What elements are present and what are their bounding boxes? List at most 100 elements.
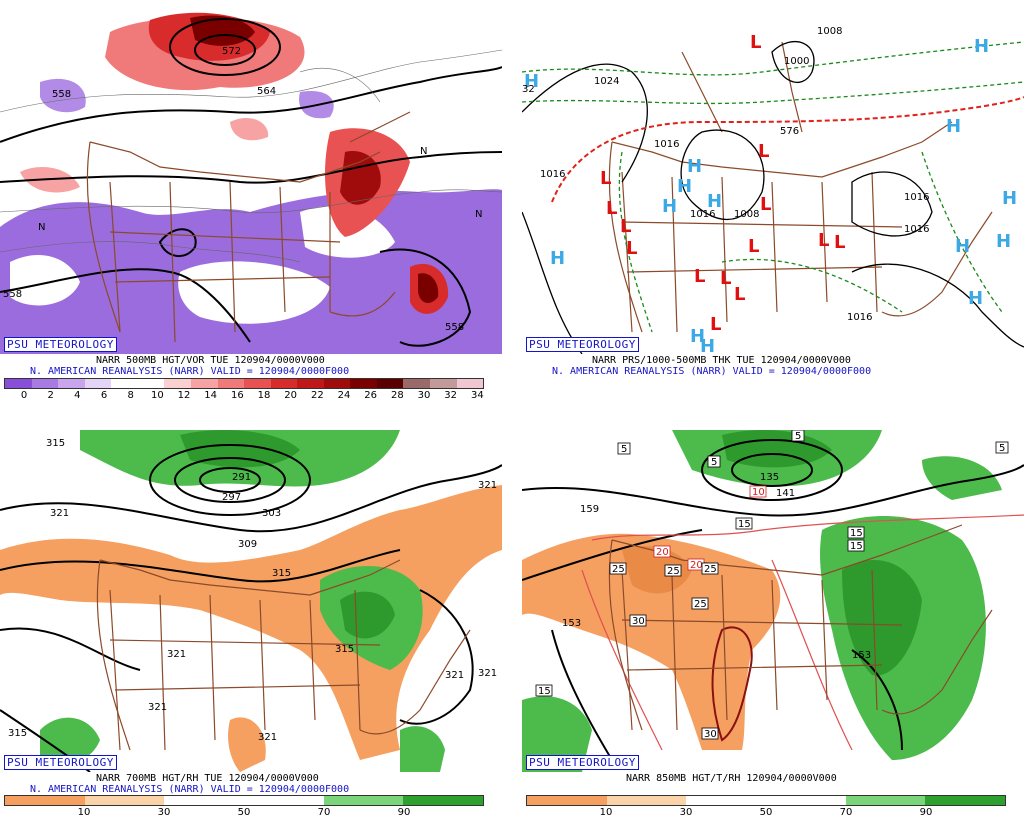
temperature-label: 15: [850, 541, 863, 552]
low-pressure-symbol: L: [720, 268, 731, 289]
high-pressure-symbol: H: [968, 288, 983, 309]
map-caption: NARR PRS/1000-500MB THK TUE 120904/0000V…: [592, 355, 851, 366]
rh-colorbar: [526, 795, 1006, 806]
map-valid-caption: N. AMERICAN REANALYSIS (NARR) VALID = 12…: [30, 784, 350, 795]
colorbar-tick: 28: [390, 390, 404, 401]
isobar-label: 1016: [847, 312, 872, 323]
contour-label: 315: [272, 568, 291, 579]
colorbar-tick: 30: [417, 390, 431, 401]
high-pressure-symbol: H: [707, 191, 722, 212]
high-pressure-symbol: H: [550, 248, 565, 269]
colorbar-tick: 30: [157, 807, 171, 818]
contour-label: 141: [776, 488, 795, 499]
colorbar-tick: 70: [839, 807, 853, 818]
contour-label: 321: [445, 670, 464, 681]
colorbar-swatch: [456, 379, 484, 388]
temperature-label: 25: [667, 566, 680, 577]
min-marker: N: [38, 222, 45, 233]
contour-label: 315: [335, 644, 354, 655]
panel-500mb-vorticity: 558 564 572 558 558 N N N PSU METEOROLOG…: [0, 0, 502, 401]
colorbar-tick: 26: [364, 390, 378, 401]
colorbar-tick: 70: [317, 807, 331, 818]
colorbar-tick: 24: [337, 390, 351, 401]
colorbar-tick: 2: [47, 390, 54, 401]
colorbar-swatch: [5, 796, 85, 805]
isobar-label: 1016: [690, 209, 715, 220]
colorbar-swatch: [350, 379, 377, 388]
isobar-label: 1016: [904, 224, 929, 235]
vorticity-map: 558 564 572 558 558 N N N: [0, 12, 502, 354]
colorbar-tick: 18: [257, 390, 271, 401]
colorbar-swatch: [606, 796, 687, 805]
low-pressure-symbol: L: [600, 168, 611, 189]
temperature-label: 5: [711, 457, 717, 468]
colorbar-swatch: [84, 796, 165, 805]
temperature-label: 15: [850, 528, 863, 539]
temperature-label: 25: [704, 564, 717, 575]
low-pressure-symbol: L: [734, 284, 745, 305]
colorbar-swatch: [766, 796, 846, 805]
colorbar-tick: 32: [444, 390, 458, 401]
psu-meteorology-badge: PSU METEOROLOGY: [526, 337, 639, 352]
colorbar-tick: 16: [230, 390, 244, 401]
rh-700mb-map: 315 321 291 297 303 309 315 321 315 321 …: [0, 430, 502, 772]
contour-label: 159: [580, 504, 599, 515]
psu-meteorology-badge: PSU METEOROLOGY: [4, 337, 117, 352]
high-pressure-symbol: H: [687, 156, 702, 177]
temperature-label: 30: [704, 729, 717, 740]
map-caption: NARR 700MB HGT/RH TUE 120904/0000V000: [96, 773, 319, 784]
colorbar-swatch: [111, 379, 138, 388]
temperature-label: 25: [612, 564, 625, 575]
colorbar-swatch: [845, 796, 926, 805]
contour-label: 321: [167, 649, 186, 660]
high-pressure-symbol: H: [955, 236, 970, 257]
colorbar-tick: 30: [679, 807, 693, 818]
contour-label: 303: [262, 508, 281, 519]
low-pressure-symbol: L: [626, 238, 637, 259]
rh-850mb-map: 135 141 159 153 153 5 5 5 10 15 15 15 20…: [522, 430, 1024, 772]
isobar-label: 1000: [784, 56, 809, 67]
low-pressure-symbol: L: [750, 32, 761, 53]
contour-label: 309: [238, 539, 257, 550]
high-pressure-symbol: H: [524, 71, 539, 92]
576-thickness-line: [551, 96, 1024, 203]
colorbar-swatch: [323, 379, 351, 388]
map-caption: NARR 850MB HGT/T/RH 120904/0000V000: [626, 773, 837, 784]
high-pressure-symbol: H: [1002, 188, 1017, 209]
isobar-label: 1024: [594, 76, 619, 87]
contour-label: 321: [148, 702, 167, 713]
colorbar-swatch: [31, 379, 59, 388]
dry-region: [0, 485, 502, 760]
colorbar-tick: 12: [177, 390, 191, 401]
isobar-label: 1008: [734, 209, 759, 220]
contour-label: 321: [478, 480, 497, 491]
isobar-label: 32: [522, 84, 535, 95]
high-pressure-symbol: H: [662, 196, 677, 217]
colorbar-tick: 90: [919, 807, 933, 818]
high-pressure-centers: H H H H H H H H H H H H H H: [524, 36, 1017, 354]
low-pressure-symbol: L: [834, 232, 845, 253]
colorbar-swatch: [376, 379, 404, 388]
isobar-label: 1008: [817, 26, 842, 37]
contour-label: 572: [222, 46, 241, 57]
contour-label: 315: [46, 438, 65, 449]
colorbar-tick: 34: [470, 390, 484, 401]
low-pressure-symbol: L: [606, 198, 617, 219]
colorbar-swatch: [58, 379, 85, 388]
isobar-label: 1016: [654, 139, 679, 150]
map-valid-caption: N. AMERICAN REANALYSIS (NARR) VALID = 12…: [552, 366, 872, 377]
contour-label: 558: [52, 89, 71, 100]
thickness-label: 576: [780, 126, 799, 137]
psu-meteorology-badge: PSU METEOROLOGY: [526, 755, 639, 770]
contour-label: 321: [258, 732, 277, 743]
dry-region: [522, 533, 781, 750]
colorbar-swatch: [5, 379, 32, 388]
colorbar-swatch: [164, 379, 191, 388]
colorbar-swatch: [164, 796, 245, 805]
colorbar-tick: 10: [599, 807, 613, 818]
contour-label: 297: [222, 492, 241, 503]
panel-pressure-thickness: H H H H H H H H H H H H H H L L L L L: [522, 0, 1024, 400]
temperature-label: 20: [656, 547, 669, 558]
contour-label: 558: [3, 289, 22, 300]
high-pressure-symbol: H: [700, 336, 715, 354]
